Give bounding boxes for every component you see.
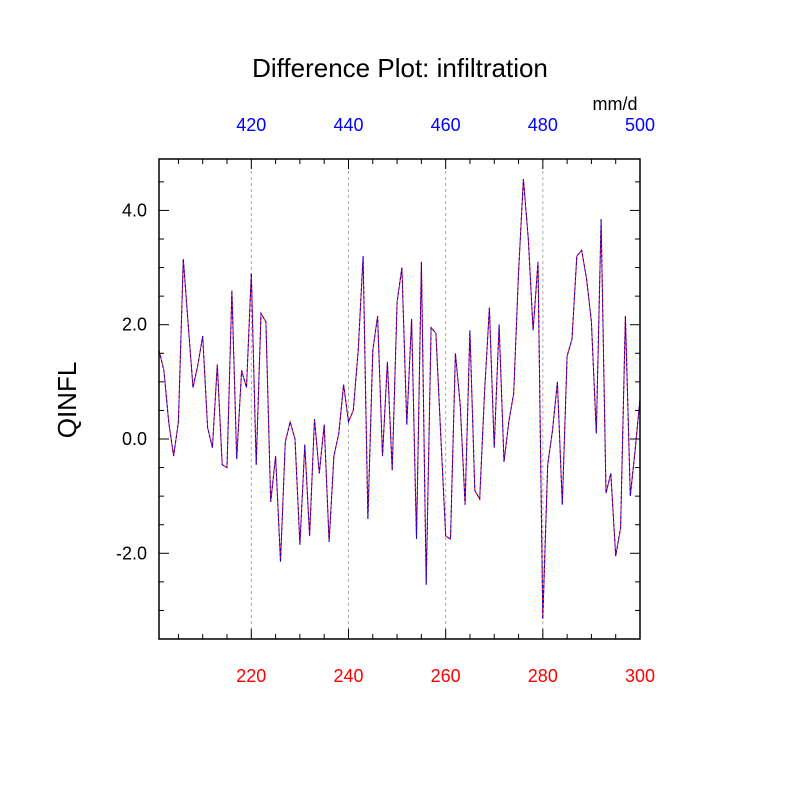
bottom-tick-label: 260 [431, 666, 461, 686]
gridlines [250, 159, 544, 639]
series-line-2 [158, 178, 641, 620]
plot-frame [158, 158, 641, 640]
top-tick-label: 420 [236, 115, 266, 135]
top-tick-label: 460 [431, 115, 461, 135]
chart-title: Difference Plot: infiltration [252, 53, 548, 83]
top-tick-label: 480 [528, 115, 558, 135]
bottom-tick-label: 300 [625, 666, 655, 686]
top-tick-label: 500 [625, 115, 655, 135]
bottom-tick-label: 240 [333, 666, 363, 686]
left-tick-label: 2.0 [122, 315, 147, 335]
top-tick-label: 440 [333, 115, 363, 135]
axes: 220 240 260 280 300 420 440 460 480 500 4.0 2.0 0.0 -… [116, 115, 655, 686]
units-label: mm/d [593, 94, 638, 114]
left-tick-label: 4.0 [122, 200, 147, 220]
bottom-tick-label: 280 [528, 666, 558, 686]
series-lines [158, 178, 641, 620]
left-tick-label: 0.0 [122, 429, 147, 449]
bottom-tick-label: 220 [236, 666, 266, 686]
series-line-1 [158, 178, 641, 620]
y-axis-label: QINFL [52, 362, 82, 439]
left-tick-label: -2.0 [116, 543, 147, 563]
